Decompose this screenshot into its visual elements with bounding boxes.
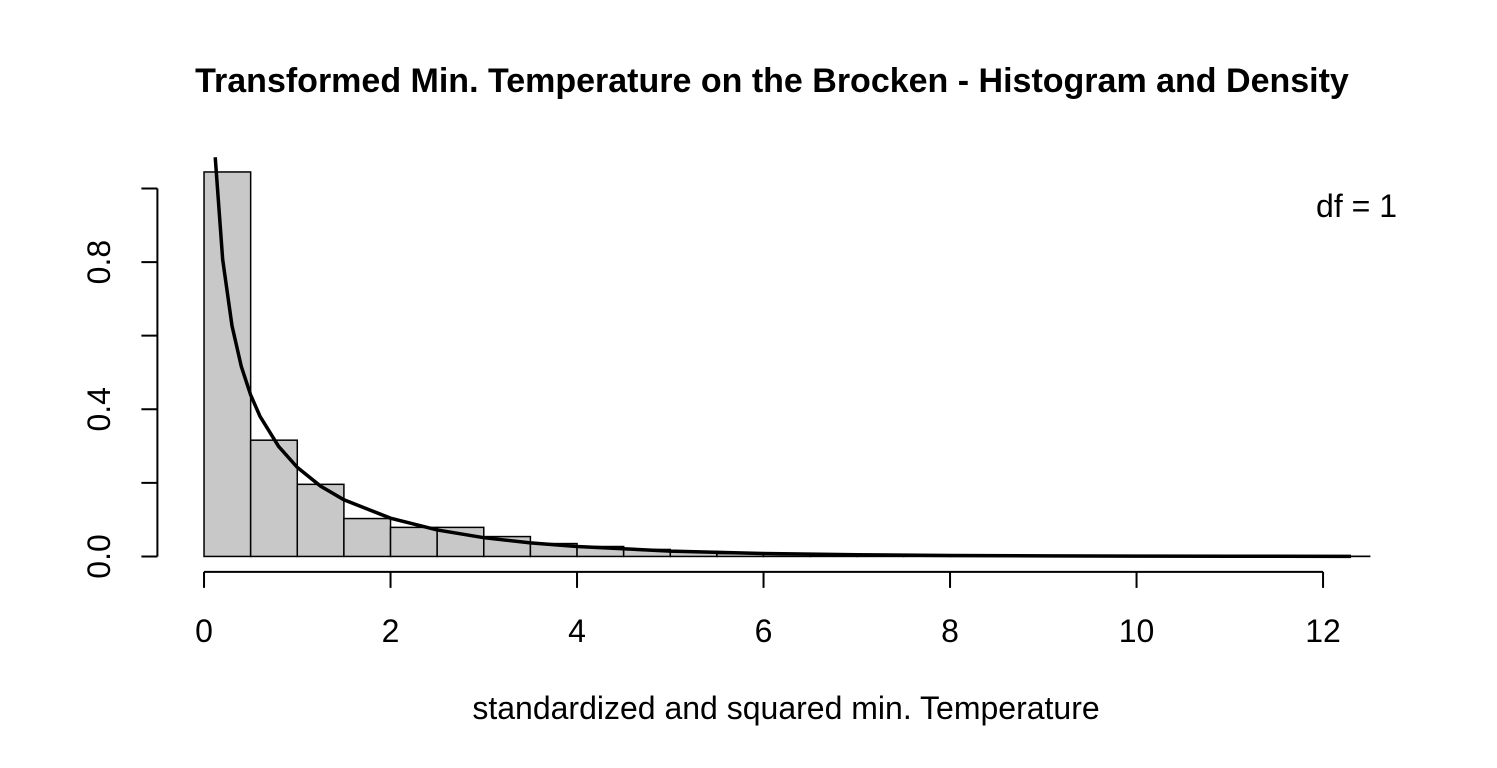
annotation: df = 1: [1316, 188, 1397, 224]
y-tick-label: 0.8: [81, 240, 117, 284]
chart-title: Transformed Min. Temperature on the Broc…: [195, 62, 1349, 100]
x-tick-label: 6: [755, 613, 773, 649]
x-tick-label: 10: [1119, 613, 1155, 649]
y-tick-label: 0.4: [81, 387, 117, 431]
x-tick-label: 2: [382, 613, 400, 649]
x-tick-label: 4: [568, 613, 586, 649]
x-tick-label: 0: [195, 613, 213, 649]
bar: [343, 517, 392, 558]
x-tick-label: 12: [1305, 613, 1341, 649]
y-tick-label: 0.0: [81, 534, 117, 578]
bar: [389, 526, 438, 558]
bar: [203, 171, 252, 558]
x-tick-label: 8: [941, 613, 959, 649]
x-axis-label: standardized and squared min. Temperatur…: [472, 690, 1099, 726]
density-line: [213, 157, 1352, 559]
